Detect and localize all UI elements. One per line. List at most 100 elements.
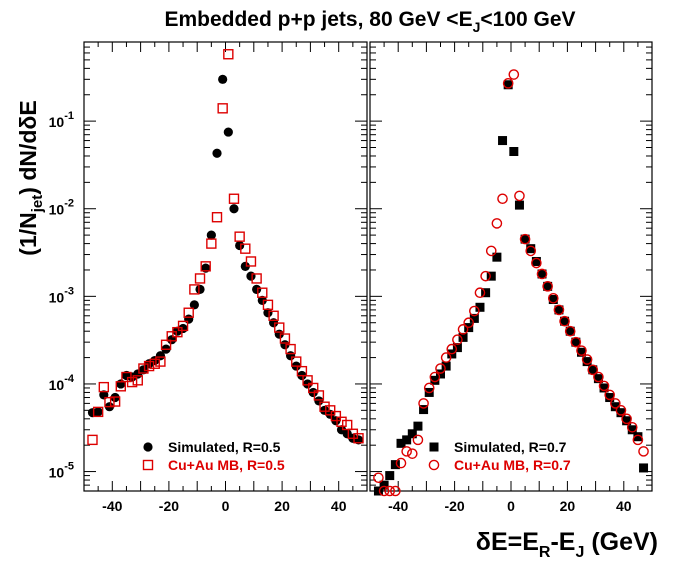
data-point [229, 204, 239, 214]
data-point [279, 333, 291, 344]
data-point [104, 396, 115, 408]
data-point [160, 339, 172, 350]
data-point [520, 234, 530, 244]
data-point [109, 396, 121, 407]
data-point [319, 401, 330, 412]
data-point [155, 351, 166, 361]
data-point [509, 147, 519, 157]
data-point [423, 382, 435, 394]
data-point [200, 261, 211, 272]
data-point [98, 381, 110, 393]
data-point [395, 457, 407, 469]
data-point [452, 343, 462, 353]
data-point [402, 435, 412, 445]
data-point [234, 231, 245, 242]
data-point [314, 396, 324, 406]
x-tick-label: 20 [274, 498, 290, 514]
data-point [474, 287, 486, 299]
data-point [469, 313, 479, 323]
data-point [627, 425, 637, 435]
data-point [531, 257, 542, 269]
data-point [325, 405, 336, 416]
y-tick-label: 10-2 [49, 198, 74, 218]
data-point [418, 398, 429, 409]
x-tick-label: -40 [102, 498, 122, 514]
data-point [184, 314, 194, 324]
data-point [571, 337, 581, 347]
data-point [593, 374, 603, 384]
data-point [587, 364, 599, 376]
data-point [548, 292, 559, 304]
data-point [206, 230, 216, 240]
x-axis-label-mid: -E [550, 528, 575, 556]
x-tick-label: 0 [507, 498, 515, 514]
data-point [497, 193, 508, 205]
data-point [211, 212, 223, 223]
data-point [240, 243, 251, 254]
data-point [491, 218, 503, 229]
data-point [257, 295, 267, 305]
chart-title: Embedded p+p jets, 80 GeV <EJ<100 GeV [164, 8, 575, 35]
data-point [457, 324, 469, 335]
data-point [582, 357, 592, 367]
data-point [639, 463, 649, 473]
data-point [581, 354, 593, 365]
data-point [536, 268, 548, 280]
data-point [195, 284, 205, 295]
data-point [554, 305, 564, 315]
legend-marker [429, 442, 439, 452]
legend-label: Cu+Au MB, R=0.5 [168, 457, 285, 473]
data-point [212, 148, 222, 158]
data-point [257, 287, 268, 298]
data-point [172, 326, 183, 338]
data-point [336, 416, 347, 427]
data-point [458, 332, 468, 342]
data-point [194, 273, 206, 284]
data-point [452, 334, 463, 345]
data-point [502, 78, 514, 89]
data-point [384, 485, 396, 497]
data-point [87, 434, 98, 446]
data-point [132, 375, 143, 386]
data-point [143, 360, 155, 372]
y-axis-label-main: (1/N [15, 212, 41, 255]
data-point [440, 352, 452, 363]
y-axis-label-subscript: jet [29, 195, 46, 214]
data-point [263, 308, 273, 318]
data-point [577, 347, 586, 357]
panel-left: -40 -20 0 20 40 10-1 10-2 10-3 10-4 10-5 Simulated… [49, 41, 368, 514]
data-point [480, 270, 491, 282]
data-point [240, 261, 250, 271]
data-point [390, 485, 401, 497]
data-point [313, 390, 325, 401]
data-point [413, 421, 423, 431]
data-point [621, 413, 632, 425]
data-point [542, 281, 553, 292]
x-tick-label: 0 [222, 498, 230, 514]
data-point [406, 448, 418, 459]
data-point [593, 371, 604, 383]
data-point [92, 406, 104, 418]
legend-label: Cu+Au MB, R=0.7 [454, 457, 571, 473]
x-tick-label: -20 [159, 498, 179, 514]
data-point [116, 379, 126, 389]
x-tick-label: 40 [331, 498, 347, 514]
data-point [274, 322, 285, 333]
x-axis-label: δE=ER-EJ (GeV) [476, 528, 658, 561]
data-point [341, 419, 353, 431]
data-point [407, 429, 417, 439]
data-point [149, 358, 160, 369]
data-point [525, 245, 537, 257]
y-tick-label: 10-3 [49, 285, 74, 305]
legend-marker [428, 459, 440, 471]
data-point [285, 351, 296, 361]
data-point [206, 238, 217, 249]
x-tick-label: -40 [388, 498, 408, 514]
x-tick-label: 20 [560, 498, 576, 514]
data-point [576, 345, 587, 356]
data-point [189, 300, 199, 310]
data-point [633, 432, 643, 442]
data-point [632, 434, 644, 446]
y-tick-label: 10-4 [49, 373, 75, 393]
y-axis-label-tail: ) dN/dδE [15, 100, 41, 194]
